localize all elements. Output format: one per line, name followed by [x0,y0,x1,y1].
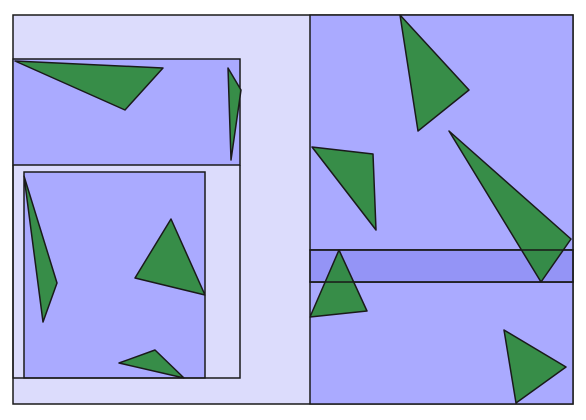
triangle-4 [134,218,206,296]
triangle-10 [503,329,567,404]
triangle-7 [311,146,377,231]
triangle-8 [448,130,572,283]
triangle-5 [118,349,185,379]
triangle-3 [23,175,58,323]
left-bottom-container [12,165,241,379]
triangle-6 [399,14,470,132]
triangle-1 [14,60,164,111]
overlap-band-outline [309,249,574,283]
triangle-2 [227,67,242,161]
triangle-9 [309,249,368,318]
